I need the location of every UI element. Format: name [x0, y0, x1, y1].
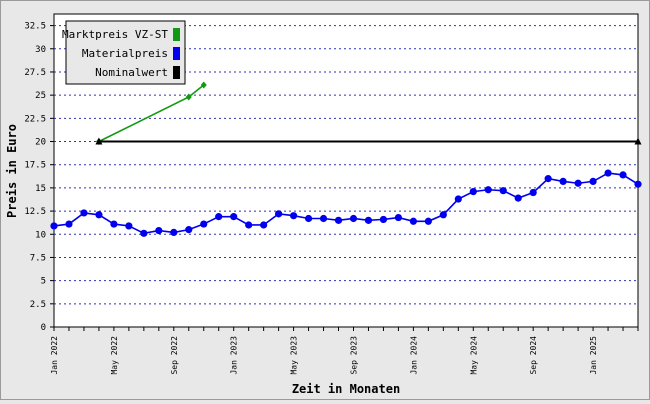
data-point — [634, 180, 642, 188]
data-point — [574, 179, 582, 187]
y-tick-label: 25 — [35, 91, 46, 101]
data-point — [619, 171, 627, 179]
y-tick-label: 5 — [41, 277, 46, 287]
data-point — [544, 175, 552, 183]
x-tick-label: Jan 2024 — [409, 336, 418, 375]
y-tick-label: 2.5 — [30, 300, 46, 310]
data-point — [200, 81, 207, 89]
x-tick-label: Jan 2022 — [50, 336, 59, 375]
series-materialpreis — [50, 169, 642, 237]
legend-swatch — [173, 47, 180, 60]
data-point — [215, 213, 223, 221]
y-tick-label: 17.5 — [24, 161, 46, 171]
data-point — [424, 217, 432, 225]
y-axis: 0 2.5 5 7.5 10 12.5 15 17.5 20 22.5 25 27.5 30 32.5 — [24, 22, 54, 333]
y-tick-label: 32.5 — [24, 22, 46, 32]
legend-swatch — [173, 28, 180, 41]
y-tick-label: 10 — [35, 230, 46, 240]
series-nominalwert — [95, 137, 642, 145]
data-point — [170, 228, 178, 237]
data-point — [185, 226, 193, 234]
series-line — [53, 172, 639, 235]
data-point — [454, 195, 462, 203]
x-tick-label: May 2024 — [469, 336, 478, 375]
data-point — [604, 169, 612, 177]
data-point — [110, 220, 118, 228]
data-point — [80, 209, 88, 217]
data-point — [634, 137, 642, 145]
data-point — [50, 222, 58, 230]
y-tick-label: 22.5 — [24, 114, 46, 124]
data-point — [289, 212, 298, 220]
data-point — [95, 211, 103, 219]
x-tick-label: Sep 2023 — [349, 336, 358, 375]
data-point — [364, 216, 373, 224]
data-point — [379, 215, 388, 224]
legend-box — [65, 20, 186, 85]
data-point — [319, 214, 328, 223]
x-axis: Jan 2022 May 2022 Sep 2022 Jan 2023 May 2023… — [50, 327, 639, 375]
legend-label: Marktpreis VZ-ST — [62, 28, 168, 41]
data-point — [394, 213, 403, 222]
data-point — [469, 187, 477, 196]
data-point — [140, 229, 148, 237]
x-tick-label: May 2022 — [110, 336, 119, 375]
x-tick-label: Jan 2025 — [589, 336, 598, 375]
x-tick-label: May 2023 — [290, 336, 299, 375]
data-point — [245, 221, 253, 229]
y-tick-label: 7.5 — [30, 253, 46, 263]
legend-swatch — [173, 66, 180, 79]
y-tick-label: 27.5 — [24, 68, 46, 78]
y-tick-label: 0 — [41, 323, 46, 333]
series-layer — [50, 81, 642, 237]
data-point — [529, 188, 537, 197]
y-axis-label: Preis in Euro — [5, 124, 19, 218]
data-point — [559, 177, 567, 185]
data-point — [200, 220, 208, 228]
data-point — [275, 210, 283, 218]
data-point — [499, 187, 507, 195]
y-tick-label: 30 — [35, 45, 46, 55]
y-tick-label: 12.5 — [24, 207, 46, 217]
legend-label: Materialpreis — [82, 47, 168, 60]
grid-lines — [54, 25, 638, 305]
x-tick-label: Jan 2023 — [230, 336, 239, 375]
data-point — [304, 214, 313, 223]
legend-label: Nominalwert — [95, 66, 168, 79]
data-point — [65, 220, 73, 228]
data-point — [409, 217, 417, 225]
y-tick-label: 20 — [35, 138, 46, 148]
data-point — [589, 177, 597, 185]
data-point — [155, 226, 163, 235]
data-point — [484, 186, 492, 194]
data-point — [125, 222, 133, 230]
legend: Marktpreis VZ-ST Materialpreis Nominalwert — [62, 20, 186, 85]
data-point — [349, 214, 358, 223]
data-point — [260, 221, 268, 229]
data-point — [185, 93, 192, 101]
data-point — [439, 211, 447, 219]
x-tick-label: Sep 2024 — [529, 336, 538, 375]
x-tick-label: Sep 2022 — [170, 336, 179, 375]
x-axis-label: Zeit in Monaten — [292, 382, 400, 396]
y-tick-label: 15 — [35, 184, 46, 194]
data-point — [95, 137, 103, 145]
data-point — [230, 213, 238, 221]
data-point — [514, 194, 522, 202]
data-point — [334, 216, 343, 224]
